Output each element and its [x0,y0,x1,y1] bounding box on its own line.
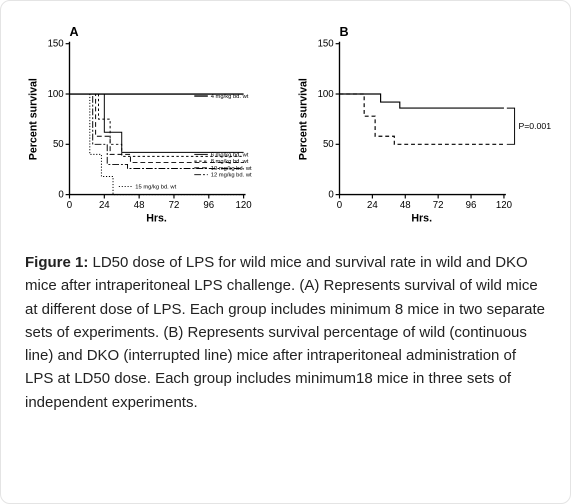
svg-text:72: 72 [169,200,180,211]
svg-text:150: 150 [48,39,64,50]
panel-a: A 0 50 100 150 0 24 48 72 96 120 Percent surviva… [25,19,277,229]
svg-text:0: 0 [67,200,72,211]
panel-b-axes: 050100150 024487296120 Percent survival … [297,39,511,225]
svg-text:0: 0 [328,190,333,201]
svg-text:100: 100 [317,89,333,100]
svg-text:96: 96 [203,200,214,211]
svg-text:150: 150 [317,39,333,50]
svg-text:100: 100 [48,89,64,100]
panel-a-letter: A [69,25,78,39]
figure-container: A 0 50 100 150 0 24 48 72 96 120 Percent surviva… [0,0,571,504]
svg-text:96: 96 [465,200,476,211]
svg-text:48: 48 [399,200,410,211]
svg-text:50: 50 [322,139,333,150]
svg-text:0: 0 [58,190,63,201]
svg-text:24: 24 [367,200,378,211]
svg-text:48: 48 [134,200,145,211]
svg-text:120: 120 [236,200,252,211]
panel-b-letter: B [339,25,348,39]
svg-text:50: 50 [53,139,64,150]
legend-item: 12 mg/kg bd. wt [211,173,252,179]
panel-b-svg: B 0 50 100 150 0 24 48 72 96 120 Percent surviva… [295,19,547,229]
caption-body: LD50 dose of LPS for wild mice and survi… [25,254,545,411]
legend-item: 6 mg/kg bd. wt [211,152,249,158]
panel-a-svg: A 0 50 100 150 0 24 48 72 96 120 Percent surviva… [25,19,277,229]
panel-a-xlabel: Hrs. [146,213,167,225]
svg-text:0: 0 [336,200,341,211]
panel-a-axes: 050100150 024487296120 Percent survival … [28,39,252,225]
svg-text:72: 72 [432,200,443,211]
panel-b-ylabel: Percent survival [297,78,309,160]
legend-item: 8 mg/kg bd. wt [211,159,249,165]
panel-a-legend: 4 mg/kg bd. wt 6 mg/kg bd. wt8 mg/kg bd. … [119,94,252,191]
panel-b-xlabel: Hrs. [411,213,432,225]
svg-text:24: 24 [99,200,110,211]
series-dko [339,94,503,144]
legend-item: 15 mg/kg bd. wt [135,185,176,191]
caption-lead: Figure 1: [25,254,88,271]
panel-b-series [339,94,503,144]
legend-item: 10 mg/kg bd. wt [211,166,252,172]
panel-b: B 0 50 100 150 0 24 48 72 96 120 Percent surviva… [295,19,547,229]
legend-item: 4 mg/kg bd. wt [211,94,249,100]
panel-a-ylabel: Percent survival [28,78,40,160]
panels-row: A 0 50 100 150 0 24 48 72 96 120 Percent surviva… [25,19,546,229]
panel-a-series [69,94,243,195]
panel-b-pvalue: P=0.001 [518,121,551,131]
panel-b-bracket [506,108,514,144]
svg-text:120: 120 [495,200,511,211]
figure-caption: Figure 1: LD50 dose of LPS for wild mice… [25,251,546,414]
